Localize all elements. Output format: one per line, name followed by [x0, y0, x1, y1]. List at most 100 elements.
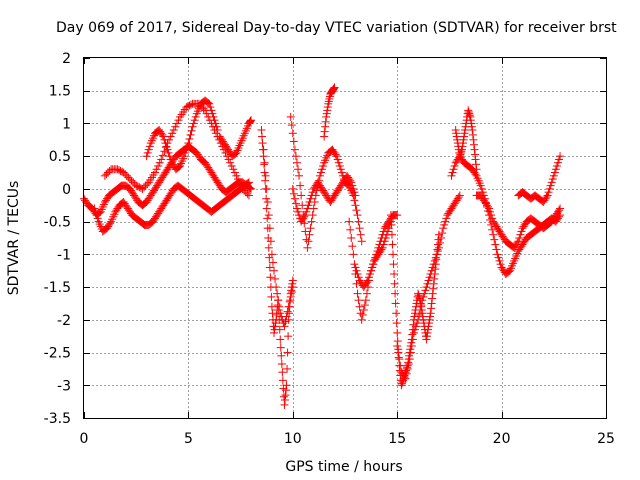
data-point	[230, 150, 239, 159]
data-point	[155, 178, 164, 187]
data-point	[287, 286, 296, 295]
data-point	[408, 330, 417, 339]
data-point	[144, 194, 153, 203]
data-point	[214, 180, 223, 188]
data-point	[169, 126, 178, 134]
data-point	[426, 312, 435, 321]
data-point	[380, 224, 389, 233]
data-point	[431, 253, 440, 262]
data-point	[541, 194, 550, 203]
data-point	[432, 250, 441, 259]
data-point	[429, 260, 438, 269]
data-point	[345, 175, 354, 184]
data-point	[283, 348, 292, 357]
data-point	[286, 292, 295, 301]
data-point	[448, 168, 457, 177]
data-point	[262, 184, 271, 193]
data-point	[514, 237, 523, 246]
data-point	[515, 245, 524, 254]
data-point	[262, 194, 271, 203]
data-point	[287, 121, 296, 130]
data-point	[309, 184, 318, 193]
data-point	[232, 171, 241, 180]
data-point	[152, 165, 161, 174]
data-point	[112, 206, 121, 215]
data-point	[101, 196, 110, 205]
data-point	[158, 202, 167, 211]
data-point	[428, 289, 437, 298]
data-point	[467, 119, 476, 128]
data-point	[373, 247, 382, 256]
data-point	[511, 242, 520, 251]
data-point	[449, 165, 458, 174]
data-point	[383, 219, 392, 228]
data-point	[469, 135, 478, 144]
data-point	[210, 173, 219, 182]
data-point	[451, 198, 460, 206]
data-point	[479, 196, 488, 205]
data-point	[387, 230, 396, 239]
data-point	[549, 214, 558, 223]
data-point	[81, 196, 90, 205]
data-point	[161, 139, 170, 148]
data-point	[90, 204, 99, 213]
data-point	[233, 175, 242, 184]
data-point	[452, 196, 461, 205]
data-point	[469, 166, 478, 175]
data-point	[145, 193, 154, 202]
data-point	[345, 217, 354, 226]
data-point	[268, 309, 277, 318]
data-point	[376, 237, 385, 246]
data-point	[497, 263, 506, 272]
data-point	[282, 386, 291, 395]
data-point	[355, 224, 364, 233]
data-point	[423, 279, 432, 288]
data-point	[517, 227, 526, 236]
data-point	[290, 194, 299, 203]
data-point	[280, 322, 289, 331]
data-point	[553, 158, 562, 167]
data-point	[332, 152, 341, 161]
data-point	[278, 368, 287, 377]
data-point	[459, 135, 468, 144]
data-point	[480, 198, 489, 206]
x-tick-labels: 0 5 10 15 20 25	[80, 431, 615, 447]
data-point	[520, 220, 529, 229]
data-point	[167, 158, 176, 167]
data-point	[556, 152, 565, 161]
data-point	[260, 160, 269, 169]
data-point	[202, 160, 211, 169]
data-point	[215, 132, 224, 141]
data-point	[247, 184, 256, 193]
data-point	[360, 301, 369, 310]
data-point	[208, 170, 217, 179]
data-point	[495, 227, 504, 236]
data-point	[347, 178, 356, 187]
data-point	[128, 188, 137, 197]
data-point	[224, 145, 233, 154]
y-tick-label: -0.5	[44, 215, 71, 231]
data-point	[93, 214, 102, 223]
data-point	[106, 219, 115, 228]
data-point	[306, 224, 315, 233]
data-point	[333, 155, 342, 164]
data-point	[389, 260, 398, 269]
data-point	[357, 237, 366, 246]
data-point	[329, 147, 338, 156]
data-point	[166, 189, 175, 198]
data-point	[284, 302, 293, 311]
data-point	[391, 289, 400, 298]
data-point	[550, 168, 559, 177]
data-point	[274, 296, 283, 305]
y-tick-label: 0	[62, 182, 71, 198]
data-point	[385, 216, 394, 224]
y-tick-label: -2.5	[44, 346, 71, 362]
data-point	[356, 230, 365, 239]
data-point	[361, 296, 370, 305]
data-point	[212, 176, 221, 185]
data-point	[267, 292, 276, 301]
y-tick-label: -3	[57, 378, 71, 394]
data-point	[441, 217, 450, 226]
y-tick-labels: -3.5 -3 -2.5 -2 -1.5 -1 -0.5 0 0.5 1 1.5 2	[44, 51, 71, 427]
data-point	[544, 188, 553, 197]
